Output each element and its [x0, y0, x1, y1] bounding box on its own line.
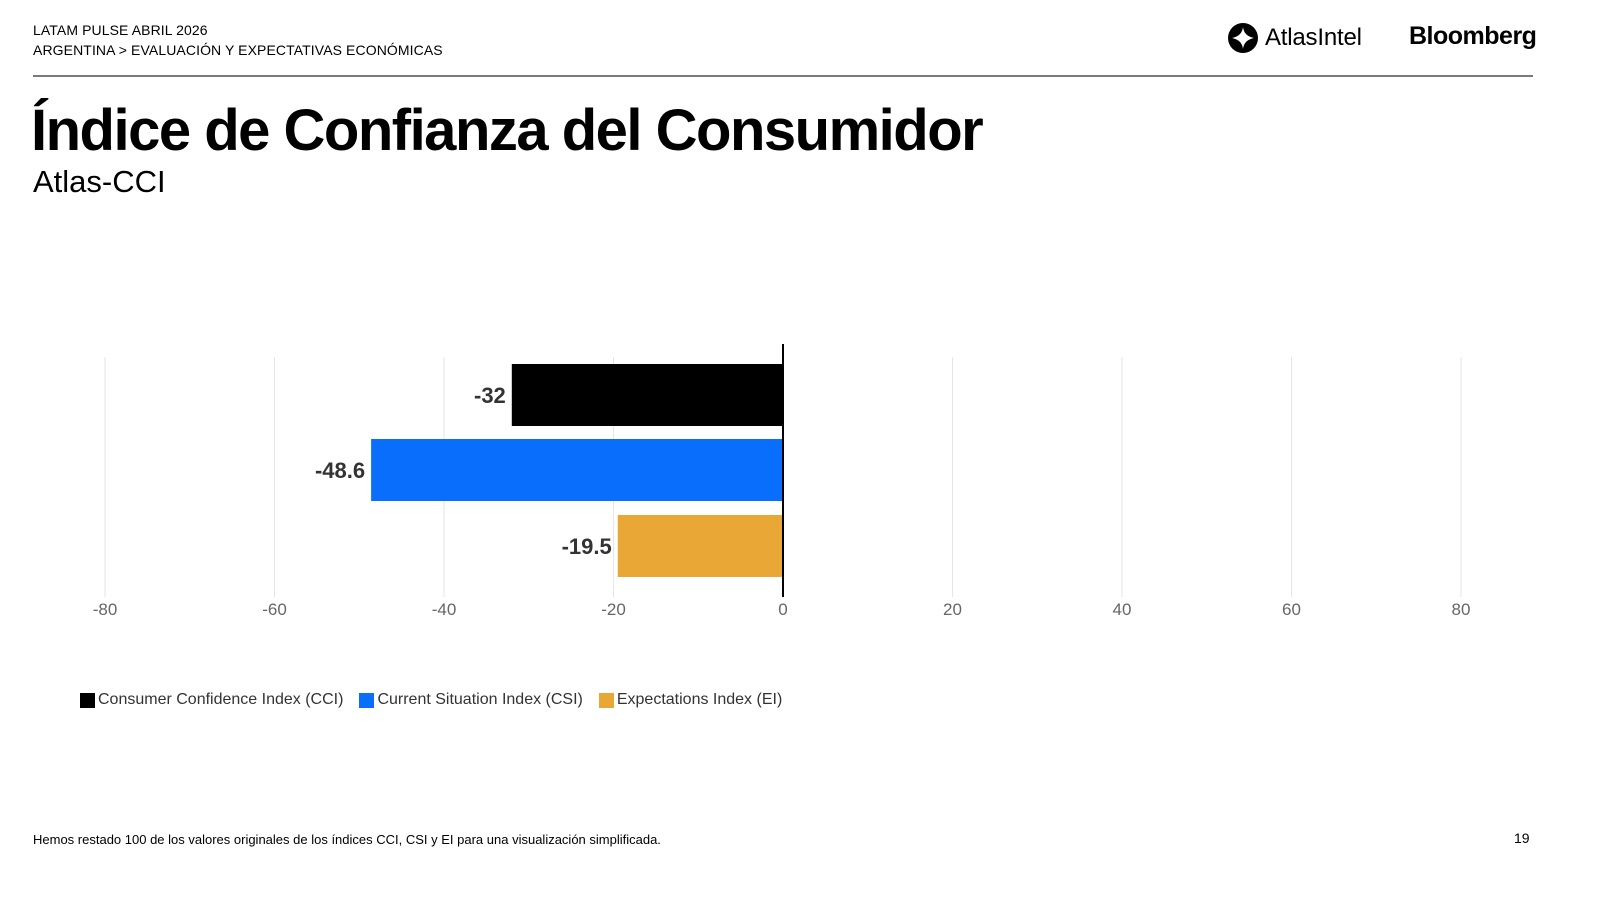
legend-swatch — [80, 692, 95, 708]
page-subtitle: Atlas-CCI — [33, 164, 166, 199]
report-title: LATAM PULSE ABRIL 2026 — [33, 22, 208, 38]
bar-data-label: -32 — [474, 383, 506, 408]
x-tick-label: 40 — [1113, 600, 1132, 619]
atlasintel-logo: AtlasIntel — [1227, 22, 1362, 54]
x-tick-label: 20 — [943, 600, 962, 619]
legend-swatch — [598, 692, 614, 708]
atlasintel-logo-text: AtlasIntel — [1265, 24, 1362, 51]
bar-1 — [371, 439, 783, 501]
x-tick-label: -20 — [601, 600, 626, 619]
header-divider — [33, 75, 1533, 77]
breadcrumb: ARGENTINA > EVALUACIÓN Y EXPECTATIVAS EC… — [33, 42, 443, 58]
legend-label: Consumer Confidence Index (CCI) — [98, 691, 344, 708]
x-tick-label: -40 — [432, 600, 457, 619]
bloomberg-logo: Bloomberg — [1409, 22, 1537, 50]
bar-2 — [617, 515, 783, 577]
page-number: 19 — [1514, 830, 1530, 846]
bar-data-label: -19.5 — [562, 534, 612, 559]
bar-chart: -32 -48.6 -19.5 -80 -60 -40 -20 0 20 40 60 80 — [93, 344, 1471, 619]
legend-label: Expectations Index (EI) — [616, 691, 783, 708]
atlasintel-logo-icon — [1228, 23, 1258, 53]
bar-0 — [511, 364, 783, 426]
page-title: Índice de Confianza del Consumidor — [31, 98, 984, 163]
x-tick-label: 0 — [778, 600, 787, 619]
legend-item: Consumer Confidence Index (CCI) — [80, 691, 343, 709]
legend-label: Current Situation Index (CSI) — [377, 691, 583, 708]
x-tick-label: 60 — [1282, 600, 1301, 619]
chart-legend: Consumer Confidence Index (CCI) Current S… — [80, 691, 798, 709]
legend-item: Current Situation Index (CSI) — [359, 691, 583, 709]
footnote: Hemos restado 100 de los valores origina… — [33, 832, 661, 847]
legend-item: Expectations Index (EI) — [598, 691, 783, 709]
x-tick-label: -60 — [262, 600, 287, 619]
x-tick-label: -80 — [93, 600, 118, 619]
legend-swatch — [359, 692, 375, 708]
x-tick-label: 80 — [1452, 600, 1471, 619]
bar-data-label: -48.6 — [315, 458, 365, 483]
